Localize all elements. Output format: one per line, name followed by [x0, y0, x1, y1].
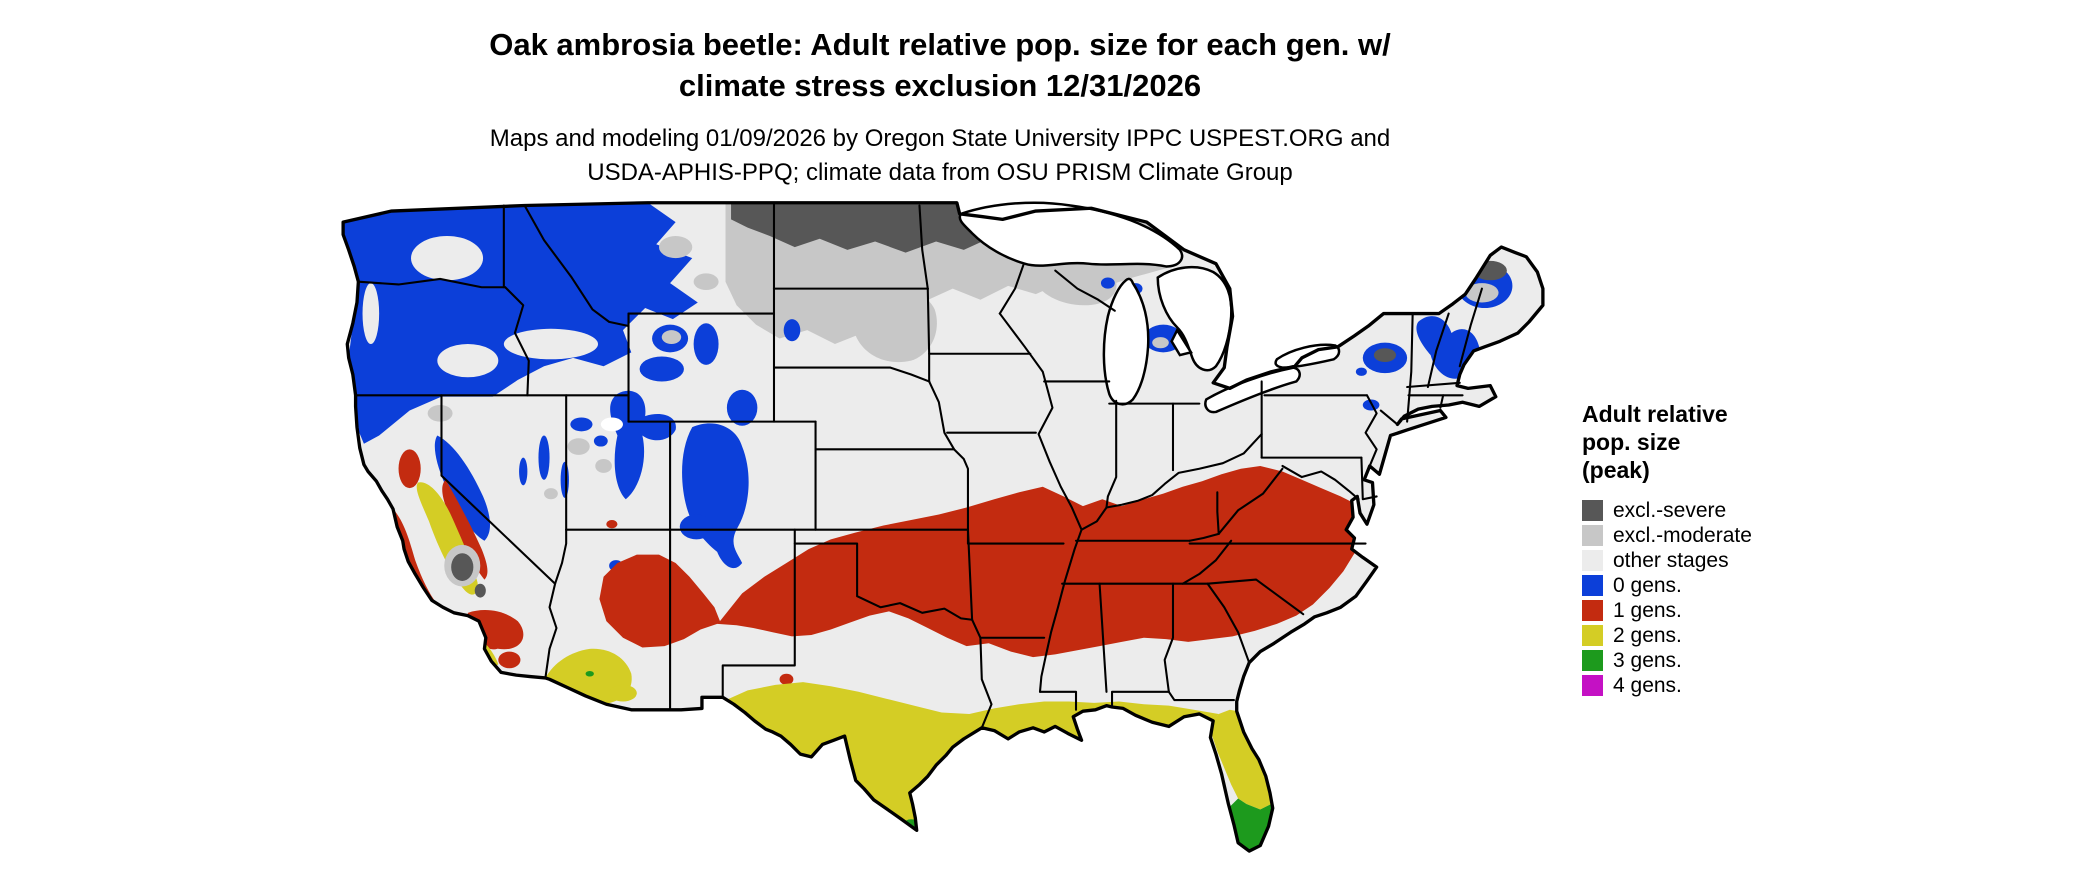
legend-row-2-gens: 2 gens.: [1582, 623, 1822, 648]
page-subtitle: Maps and modeling 01/09/2026 by Oregon S…: [0, 122, 1880, 190]
zone-excl-severe: [731, 202, 1075, 253]
lake-huron: [1156, 265, 1233, 372]
us-map: [260, 150, 1590, 892]
legend-swatch-4-gens: [1582, 675, 1603, 696]
us-map-svg: [341, 201, 1545, 853]
legend-title: Adult relative pop. size (peak): [1582, 400, 1822, 484]
lake-superior: [958, 201, 1184, 268]
legend-title-line-1: Adult relative: [1582, 401, 1728, 427]
legend-items: excl.-severe excl.-moderate other stages…: [1582, 498, 1822, 698]
legend-row-0-gens: 0 gens.: [1582, 573, 1822, 598]
legend-label: 1 gens.: [1613, 599, 1682, 622]
legend-row-other-stages: other stages: [1582, 548, 1822, 573]
zone-other-basins: [362, 235, 599, 378]
legend-swatch-1-gens: [1582, 600, 1603, 621]
legend-row-1-gens: 1 gens.: [1582, 598, 1822, 623]
legend-row-excl-severe: excl.-severe: [1582, 498, 1822, 523]
great-salt-lake: [600, 417, 623, 432]
title-line-1: Oak ambrosia beetle: Adult relative pop.…: [489, 27, 1391, 62]
page-title: Oak ambrosia beetle: Adult relative pop.…: [0, 24, 1880, 106]
subtitle-line-2: USDA-APHIS-PPQ; climate data from OSU PR…: [587, 159, 1293, 186]
legend-label: 2 gens.: [1613, 624, 1682, 647]
title-line-2: climate stress exclusion 12/31/2026: [678, 68, 1202, 103]
state-borders: [354, 201, 1483, 729]
zone-excl-moderate-patches: [427, 235, 1499, 572]
legend-title-line-3: (peak): [1582, 457, 1650, 483]
legend-swatch-excl-moderate: [1582, 525, 1603, 546]
legend-label: 4 gens.: [1613, 674, 1682, 697]
legend-label: 0 gens.: [1613, 574, 1682, 597]
saginaw-bay: [1170, 327, 1193, 357]
legend-row-excl-moderate: excl.-moderate: [1582, 523, 1822, 548]
legend-swatch-2-gens: [1582, 625, 1603, 646]
legend-row-4-gens: 4 gens.: [1582, 673, 1822, 698]
us-outline: [341, 201, 1545, 853]
legend-swatch-3-gens: [1582, 650, 1603, 671]
zone-severe-patches: [444, 260, 1507, 598]
legend-label: excl.-moderate: [1613, 524, 1752, 547]
legend-label: excl.-severe: [1613, 499, 1727, 522]
legend-swatch-excl-severe: [1582, 500, 1603, 521]
legend-row-3-gens: 3 gens.: [1582, 648, 1822, 673]
map-legend: Adult relative pop. size (peak) excl.-se…: [1582, 400, 1822, 698]
legend-label: 3 gens.: [1613, 649, 1682, 672]
legend-title-line-2: pop. size: [1582, 429, 1681, 455]
subtitle-line-1: Maps and modeling 01/09/2026 by Oregon S…: [489, 125, 1391, 152]
legend-swatch-0-gens: [1582, 575, 1603, 596]
legend-swatch-other-stages: [1582, 550, 1603, 571]
legend-label: other stages: [1613, 549, 1729, 572]
